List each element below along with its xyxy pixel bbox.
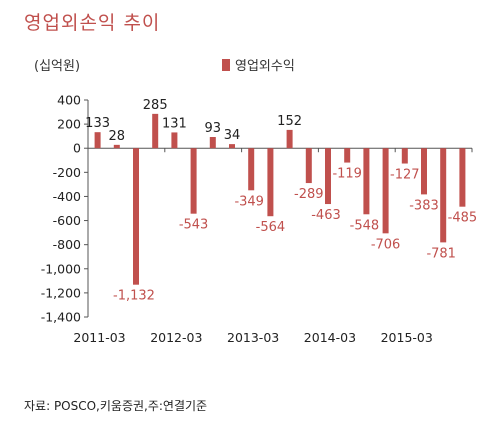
y-tick-label: 0 <box>73 141 81 156</box>
data-label: 152 <box>277 114 302 129</box>
bar <box>286 129 293 149</box>
data-label: -463 <box>311 208 341 223</box>
x-tick-label: 2015-03 <box>381 330 433 345</box>
bar <box>267 148 274 217</box>
x-axis: 2011-03 2012-03 2013-03 2014-03 2015-03 <box>73 147 473 345</box>
data-label: -706 <box>371 237 401 252</box>
x-tick-label: 2012-03 <box>150 330 202 345</box>
data-label: 28 <box>109 129 126 144</box>
data-label: -1,132 <box>113 289 155 304</box>
bar <box>440 148 447 243</box>
data-label: 93 <box>205 121 222 136</box>
data-label: 133 <box>85 116 110 131</box>
y-tick-label: -800 <box>53 237 81 252</box>
bar <box>94 132 101 149</box>
bar <box>113 144 120 149</box>
bar <box>401 148 408 164</box>
y-tick-label: 200 <box>57 117 81 132</box>
data-label: -383 <box>409 198 439 213</box>
bar <box>305 148 312 184</box>
bar <box>325 148 331 205</box>
bar <box>344 148 351 163</box>
y-tick-label: 400 <box>57 93 81 108</box>
y-tick-label: -1,400 <box>41 310 81 325</box>
bar <box>459 148 466 207</box>
y-axis: 400 200 0 -200 -400 -600 -800 -1,000 -1,200 -1,40… <box>41 93 89 325</box>
data-label: -289 <box>294 187 324 202</box>
bar <box>152 113 159 149</box>
page-title: 영업외손익 추이 <box>24 12 161 34</box>
bar <box>382 148 389 234</box>
legend-label: 영업외수익 <box>235 59 295 74</box>
bar <box>209 137 216 149</box>
bars <box>94 113 466 285</box>
y-tick-label: -400 <box>53 189 81 204</box>
bar <box>363 148 370 215</box>
bar <box>190 148 197 214</box>
data-label: -564 <box>256 220 286 235</box>
data-label: -548 <box>350 218 380 233</box>
y-tick-label: -1,200 <box>41 285 81 300</box>
data-label: -543 <box>179 218 209 233</box>
bar <box>171 132 178 149</box>
data-label: -119 <box>332 167 362 182</box>
data-label: 131 <box>162 116 187 131</box>
x-tick-label: 2013-03 <box>227 330 279 345</box>
bar <box>248 148 255 191</box>
legend-swatch <box>222 58 230 71</box>
y-tick-label: -600 <box>53 213 81 228</box>
bar <box>421 148 427 195</box>
y-tick-label: -200 <box>53 165 81 180</box>
source-note: 자료: POSCO,키움증권,주:연결기준 <box>24 399 208 413</box>
data-label: -781 <box>426 246 456 261</box>
y-tick-label: -1,000 <box>41 261 81 276</box>
data-label: -127 <box>390 168 420 183</box>
data-label: 285 <box>143 98 168 113</box>
chart-legend: 영업외수익 <box>222 55 295 74</box>
data-label: 34 <box>224 128 241 143</box>
bar <box>229 144 235 149</box>
x-tick-label: 2011-03 <box>73 330 125 345</box>
x-tick-label: 2014-03 <box>304 330 356 345</box>
data-label: -349 <box>234 194 264 209</box>
unit-label: (십억원) <box>34 59 81 74</box>
bar <box>133 148 139 285</box>
data-label: -485 <box>448 211 478 226</box>
